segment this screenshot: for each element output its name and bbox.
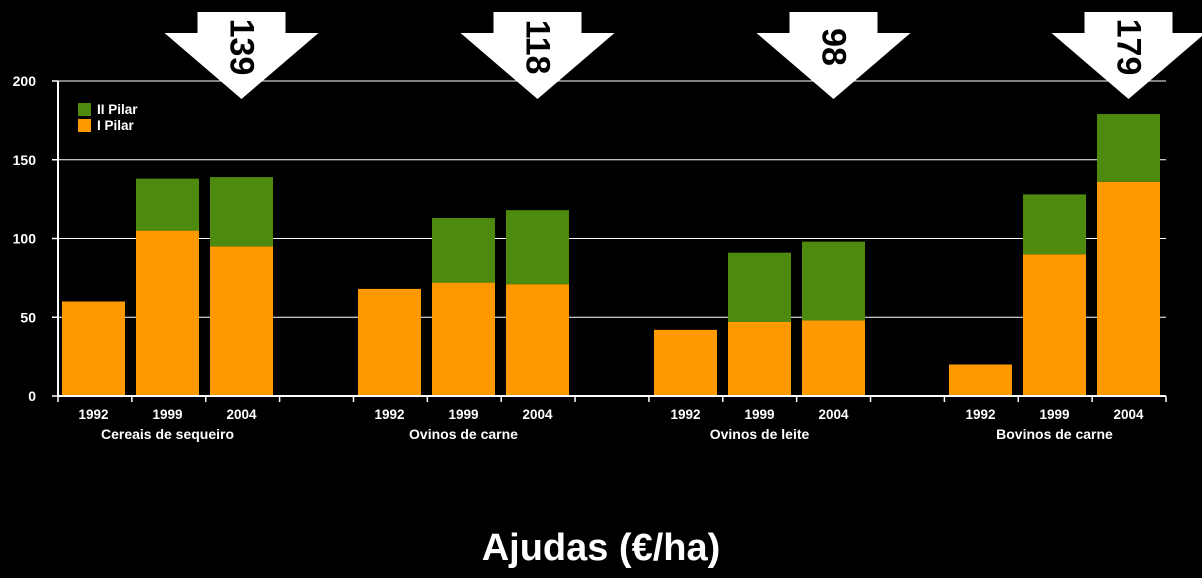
x-tick-label-year: 2004 [226, 407, 257, 422]
legend-label: II Pilar [97, 102, 138, 117]
bar-ii-pilar [210, 177, 273, 247]
bar-ii-pilar [432, 218, 495, 283]
x-tick-label-year: 1992 [965, 407, 995, 422]
bar-ii-pilar [1023, 194, 1086, 255]
bar-ii-pilar [802, 241, 865, 321]
x-category-label: Bovinos de carne [996, 426, 1113, 442]
bar-i-pilar [506, 284, 569, 396]
y-tick-label: 50 [20, 309, 36, 325]
total-arrow [164, 12, 319, 99]
x-tick-label-year: 1992 [374, 407, 404, 422]
bars [62, 114, 1160, 396]
x-tick-label-year: 2004 [1113, 407, 1144, 422]
axes [52, 80, 1167, 402]
bar-i-pilar [136, 230, 199, 396]
legend-swatch [78, 119, 91, 132]
bar-i-pilar [62, 301, 125, 396]
x-tick-label-year: 1999 [448, 407, 478, 422]
bar-ii-pilar [728, 252, 791, 322]
x-tick-label-year: 1999 [152, 407, 182, 422]
x-tick-label-year: 1992 [78, 407, 108, 422]
bar-ii-pilar [1097, 114, 1160, 182]
x-tick-label-year: 1999 [1039, 407, 1069, 422]
total-arrow-label: 118 [519, 20, 557, 75]
x-tick-label-year: 2004 [522, 407, 553, 422]
x-category-label: Ovinos de leite [710, 426, 810, 442]
chart-title: Ajudas (€/ha) [481, 527, 721, 569]
total-arrow-label: 179 [1110, 19, 1148, 76]
x-tick-label-year: 1999 [744, 407, 774, 422]
x-tick-label-year: 2004 [818, 407, 849, 422]
legend-label: I Pilar [97, 118, 135, 133]
bar-ii-pilar [136, 178, 199, 231]
x-category-label: Cereais de sequeiro [101, 426, 234, 442]
total-arrow-label: 98 [815, 28, 853, 66]
y-tick-label: 0 [28, 388, 36, 404]
bar-ii-pilar [506, 210, 569, 285]
total-arrows: 139 118 98 179 [164, 12, 1202, 99]
total-arrow-label: 139 [223, 19, 261, 76]
total-arrow [460, 12, 615, 99]
y-tick-label: 100 [13, 231, 37, 247]
bar-i-pilar [654, 329, 717, 396]
bar-i-pilar [1097, 181, 1160, 396]
bar-i-pilar [358, 288, 421, 396]
x-category-label: Ovinos de carne [409, 426, 518, 442]
bar-i-pilar [210, 246, 273, 396]
bar-i-pilar [802, 320, 865, 396]
x-tick-label-year: 1992 [670, 407, 700, 422]
bar-i-pilar [728, 321, 791, 396]
y-tick-label: 150 [13, 152, 37, 168]
axis-labels: 0 50 100 150 200 1992 1999 2004 Cereais de seque… [13, 73, 1144, 442]
y-tick-label: 200 [13, 73, 37, 89]
bar-i-pilar [432, 282, 495, 396]
legend-swatch [78, 103, 91, 116]
bar-i-pilar [1023, 254, 1086, 396]
total-arrow [756, 12, 911, 99]
bar-i-pilar [949, 364, 1012, 396]
total-arrow [1051, 12, 1202, 99]
